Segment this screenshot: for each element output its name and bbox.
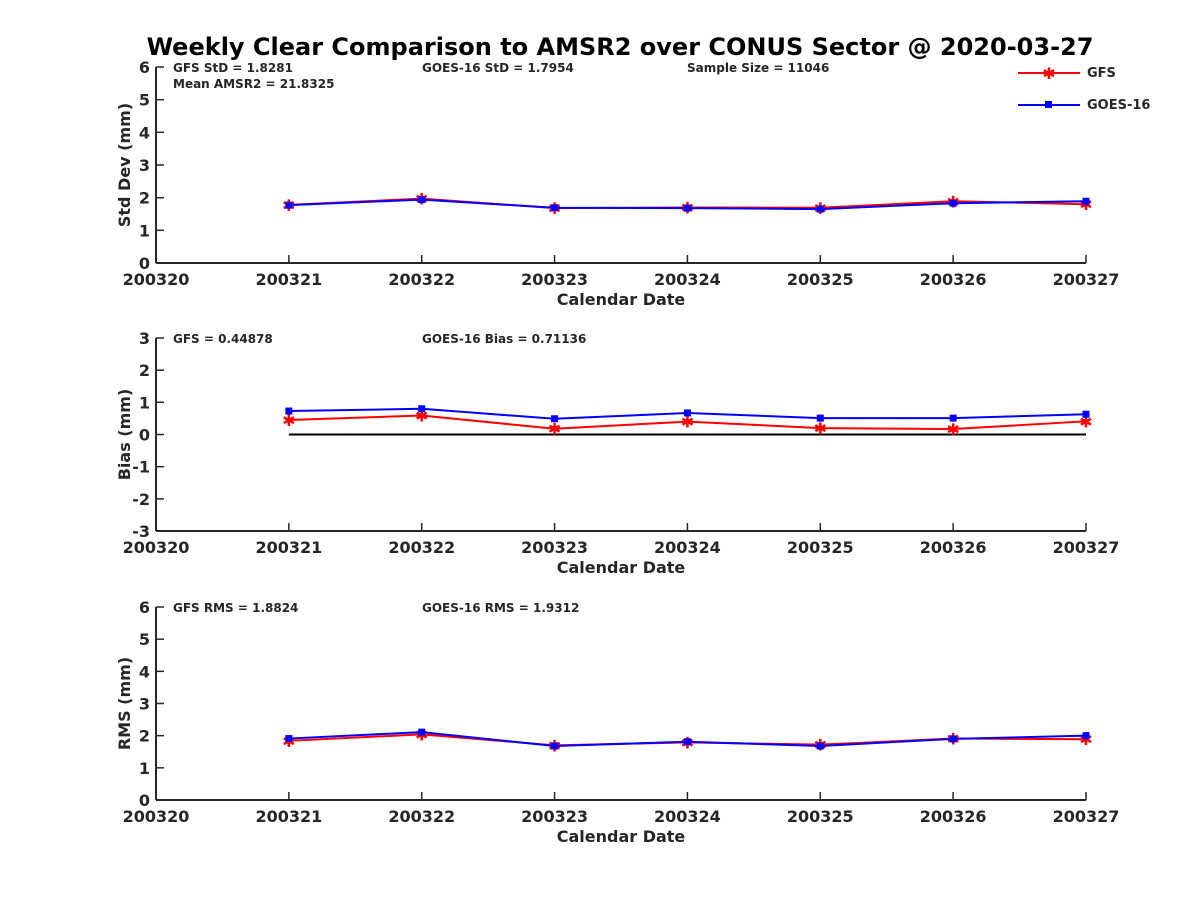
y-axis-label: Std Dev (mm): [115, 103, 134, 227]
x-tick-label: 200325: [787, 538, 854, 557]
y-tick-label: 6: [139, 58, 150, 77]
y-tick-label: 4: [139, 662, 150, 681]
data-point-goes16: [285, 735, 293, 743]
x-tick-label: 200321: [255, 270, 322, 289]
data-point-gfs: ✱: [282, 411, 295, 430]
stat-annotation: GOES-16 RMS = 1.9312: [422, 601, 579, 615]
stat-annotation: GFS RMS = 1.8824: [173, 601, 298, 615]
data-point-goes16: [816, 414, 824, 422]
x-tick-label: 200321: [255, 807, 322, 826]
x-tick-label: 200323: [521, 270, 588, 289]
data-point-goes16: [1082, 410, 1090, 418]
legend-goes16-marker: [1045, 101, 1052, 108]
legend: ✱ GFS GOES-16: [1018, 64, 1150, 113]
x-tick-label: 200325: [787, 807, 854, 826]
x-tick-label: 200326: [920, 270, 987, 289]
data-point-goes16: [285, 407, 293, 415]
stat-annotation: Mean AMSR2 = 21.8325: [173, 77, 334, 91]
y-tick-label: 0: [139, 254, 150, 273]
data-point-goes16: [683, 409, 691, 417]
x-tick-label: 200322: [388, 807, 455, 826]
series-line-gfs: [288, 414, 1087, 431]
data-point-goes16: [551, 204, 559, 212]
data-point-goes16: [551, 742, 559, 750]
data-point-goes16: [418, 196, 426, 204]
x-tick-label: 200325: [787, 270, 854, 289]
y-tick-label: 3: [139, 156, 150, 175]
data-point-goes16: [1082, 197, 1090, 205]
legend-gfs-marker: ✱: [1042, 64, 1055, 83]
data-point-goes16: [418, 405, 426, 413]
data-point-goes16: [949, 199, 957, 207]
chart-panel-2: 200320 200321 200322 200323 200324 200325 2003…: [115, 329, 1119, 577]
stat-annotation: GOES-16 Bias = 0.71136: [422, 332, 586, 346]
y-axis-label: Bias (mm): [115, 389, 134, 481]
data-point-goes16: [551, 415, 559, 423]
y-tick-label: 2: [139, 189, 150, 208]
data-point-goes16: [949, 735, 957, 743]
data-point-goes16: [816, 742, 824, 750]
stat-annotation: Sample Size = 11046: [687, 61, 829, 75]
data-point-goes16: [816, 205, 824, 213]
x-tick-label: 200324: [654, 807, 721, 826]
y-tick-label: 1: [139, 393, 150, 412]
y-tick-label: 2: [139, 727, 150, 746]
x-tick-label: 200320: [123, 270, 190, 289]
x-tick-label: 200324: [654, 538, 721, 557]
data-point-gfs: ✱: [946, 420, 959, 439]
x-tick-label: 200324: [654, 270, 721, 289]
chart-panel-3: 200320 200321 200322 200323 200324 200325 2003…: [115, 598, 1119, 846]
data-point-goes16: [683, 204, 691, 212]
data-point-gfs: ✱: [548, 420, 561, 439]
figure-title: Weekly Clear Comparison to AMSR2 over CO…: [147, 33, 1094, 61]
stat-annotation: GFS = 0.44878: [173, 332, 273, 346]
data-point-goes16: [683, 738, 691, 746]
panels: 200320 200321 200322 200323 200324 200325 2003…: [115, 58, 1119, 846]
y-tick-label: 5: [139, 91, 150, 110]
y-tick-label: -1: [132, 458, 150, 477]
data-point-goes16: [1082, 732, 1090, 740]
y-tick-label: 0: [139, 426, 150, 445]
y-tick-label: 3: [139, 695, 150, 714]
y-tick-label: 5: [139, 630, 150, 649]
x-tick-label: 200327: [1053, 270, 1120, 289]
x-tick-label: 200327: [1053, 807, 1120, 826]
x-tick-label: 200326: [920, 538, 987, 557]
stat-annotation: GFS StD = 1.8281: [173, 61, 293, 75]
y-tick-label: 1: [139, 759, 150, 778]
x-tick-label: 200323: [521, 807, 588, 826]
y-tick-label: 0: [139, 791, 150, 810]
y-tick-label: 2: [139, 361, 150, 380]
x-tick-label: 200323: [521, 538, 588, 557]
y-tick-label: 1: [139, 221, 150, 240]
x-tick-label: 200326: [920, 807, 987, 826]
y-tick-label: -3: [132, 522, 150, 541]
x-tick-label: 200322: [388, 538, 455, 557]
x-tick-label: 200322: [388, 270, 455, 289]
x-tick-label: 200320: [123, 538, 190, 557]
data-point-goes16: [285, 201, 293, 209]
data-point-gfs: ✱: [681, 413, 694, 432]
legend-goes16-label: GOES-16: [1087, 98, 1150, 113]
data-point-gfs: ✱: [814, 419, 827, 438]
x-tick-label: 200320: [123, 807, 190, 826]
data-point-goes16: [949, 414, 957, 422]
chart-panel-1: 200320 200321 200322 200323 200324 200325 2003…: [115, 58, 1119, 309]
y-tick-label: 3: [139, 329, 150, 348]
y-tick-label: 4: [139, 123, 150, 142]
x-axis-label: Calendar Date: [557, 290, 686, 309]
data-point-goes16: [418, 728, 426, 736]
x-axis-label: Calendar Date: [557, 558, 686, 577]
x-tick-label: 200327: [1053, 538, 1120, 557]
legend-gfs-label: GFS: [1087, 66, 1116, 81]
y-tick-label: -2: [132, 490, 150, 509]
x-axis-label: Calendar Date: [557, 827, 686, 846]
x-tick-label: 200321: [255, 538, 322, 557]
y-tick-label: 6: [139, 598, 150, 617]
y-axis-label: RMS (mm): [115, 657, 134, 750]
stat-annotation: GOES-16 StD = 1.7954: [422, 61, 574, 75]
